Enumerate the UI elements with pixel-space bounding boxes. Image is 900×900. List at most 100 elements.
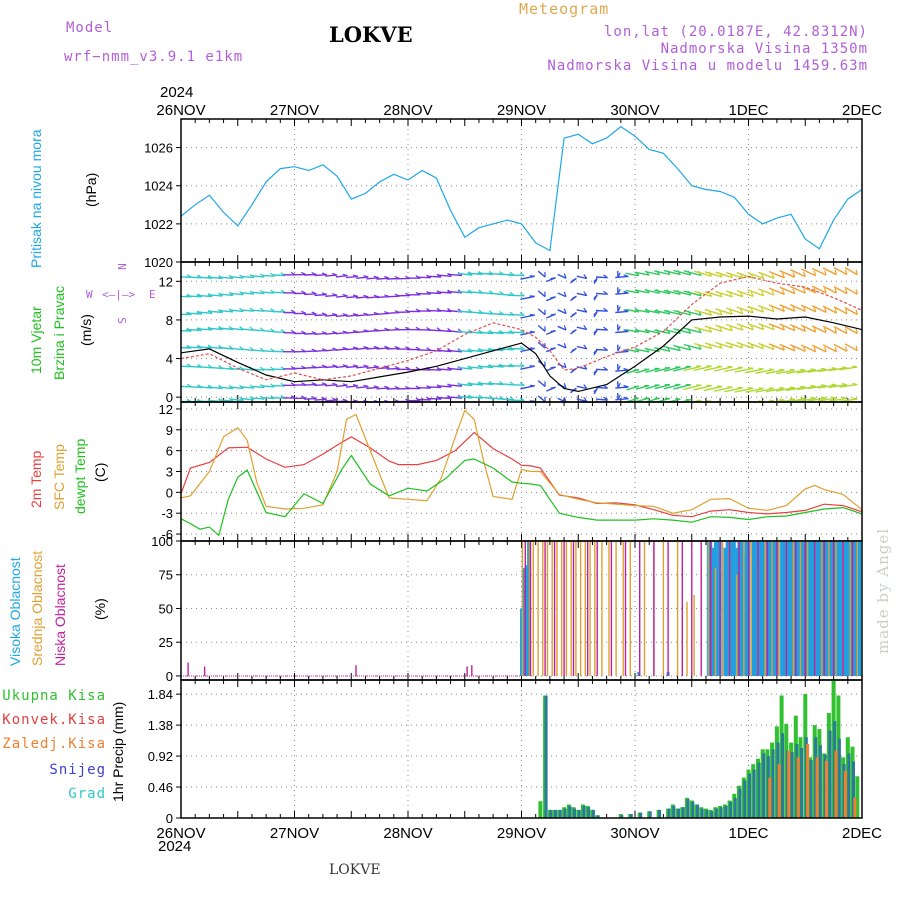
wind-arrow <box>507 313 525 316</box>
wind-arrow <box>346 365 358 369</box>
wind-arrow-head <box>855 289 858 295</box>
wind-arrow <box>724 366 743 373</box>
wind-arrow <box>839 383 858 388</box>
y-tick-label: 6 <box>166 444 173 459</box>
wind-arrow-head <box>311 382 317 386</box>
wind-arrow <box>251 309 265 312</box>
wind-arrow <box>557 273 567 279</box>
wind-arrow <box>758 271 775 279</box>
wind-arrow <box>822 285 837 294</box>
wind-arrow-head <box>789 368 795 371</box>
wind-arrow <box>683 365 702 372</box>
wind-arrow <box>715 341 733 349</box>
wind-arrow <box>635 289 650 294</box>
wind-arrow <box>437 396 452 400</box>
wind-arrow <box>207 327 223 331</box>
wind-arrow-head <box>855 269 858 275</box>
y-tick-label: 12 <box>159 402 173 417</box>
wind-arrow <box>673 309 691 316</box>
wind-arrow-head <box>750 291 754 297</box>
bar-grad <box>639 812 643 818</box>
wind-arrow <box>304 350 317 353</box>
bar-grad <box>696 804 699 818</box>
wind-arrow <box>251 275 265 278</box>
series-line-speed <box>181 315 862 393</box>
wind-arrow <box>477 331 494 335</box>
wind-arrow-head <box>769 399 775 402</box>
wind-arrow-head <box>563 325 567 331</box>
wind-arrow-head <box>769 368 775 371</box>
wind-arrow-head <box>311 330 317 335</box>
wind-arrow-head <box>583 384 588 389</box>
wind-arrow <box>346 314 358 317</box>
wind-arrow <box>725 271 744 279</box>
wind-arrow <box>694 309 712 316</box>
wind-arrow <box>747 289 764 297</box>
wind-arrow <box>625 272 639 277</box>
wind-arrow <box>314 293 327 297</box>
wind-arrow-head <box>820 384 827 387</box>
wind-arrow-head <box>834 346 838 352</box>
legend-graupel: Grad <box>68 786 106 802</box>
wind-arrow <box>725 341 744 349</box>
wind-arrow-head <box>550 366 556 369</box>
wind-arrow <box>747 305 764 313</box>
wind-arrow-head <box>771 306 775 312</box>
wind-arrow <box>673 365 691 372</box>
bar-zaledjkisa <box>834 750 838 818</box>
bar-zaledjkisa <box>768 777 772 818</box>
wind-arrow-head <box>739 325 744 331</box>
wind-arrow <box>477 365 494 369</box>
wind-arrow-head <box>571 312 577 316</box>
wind-arrow-head <box>332 382 338 386</box>
wind-arrow <box>768 323 785 331</box>
wind-arrow <box>185 346 202 349</box>
wind-arrow <box>537 395 546 402</box>
wind-arrow-head <box>603 396 608 401</box>
wind-arrow-head <box>583 396 588 402</box>
wind-arrow <box>557 292 567 298</box>
wind-arrow <box>457 272 473 276</box>
wind-arrow <box>776 387 795 392</box>
wind-arrow-head <box>519 272 525 277</box>
wind-arrow <box>844 266 858 276</box>
x-tick-label-top: 26NOV <box>156 102 205 119</box>
wind-arrow <box>262 274 275 277</box>
wind-arrow <box>229 367 244 371</box>
wind-arrow <box>844 306 858 316</box>
wind-arrow <box>229 309 244 313</box>
wind-arrow-head <box>617 288 621 294</box>
wind-arrow <box>644 289 660 294</box>
wind-arrow <box>644 329 660 334</box>
bar-grad <box>596 815 600 818</box>
wind-arrow <box>790 323 806 332</box>
wind-arrow-head <box>729 326 733 331</box>
panel-temperature: -6 -3 0 3 6 9 12 <box>159 401 863 542</box>
wind-arrow-head <box>687 345 692 351</box>
x-tick-label-bottom: 1DEC <box>728 825 768 842</box>
wind-arrow <box>768 304 785 312</box>
wind-arrow <box>325 294 338 297</box>
wind-arrow <box>768 287 785 295</box>
wind-arrow <box>356 347 369 350</box>
y-tick-label: 4 <box>166 352 173 367</box>
wind-arrow-head <box>617 394 621 400</box>
wind-arrow-head <box>781 289 785 295</box>
y-tick-label: 1.38 <box>148 718 173 733</box>
y-tick-label: 1024 <box>144 179 173 194</box>
wind-arrow-head <box>779 386 785 389</box>
wind-arrow <box>833 286 848 295</box>
y-tick-label: 0 <box>166 811 173 826</box>
wind-arrow <box>758 322 775 331</box>
wind-arrow-head <box>803 306 806 312</box>
wind-arrow <box>356 296 369 299</box>
bar-grad <box>667 808 671 818</box>
wind-arrow-head <box>529 347 535 350</box>
wind-arrow-head <box>384 385 390 389</box>
wind-arrow <box>734 387 754 393</box>
wind-arrow <box>437 274 452 277</box>
bar-ukupna-kisa <box>538 801 543 818</box>
wind-arrow <box>654 289 671 295</box>
panel-wind: 0 4 8 12 <box>159 261 863 405</box>
